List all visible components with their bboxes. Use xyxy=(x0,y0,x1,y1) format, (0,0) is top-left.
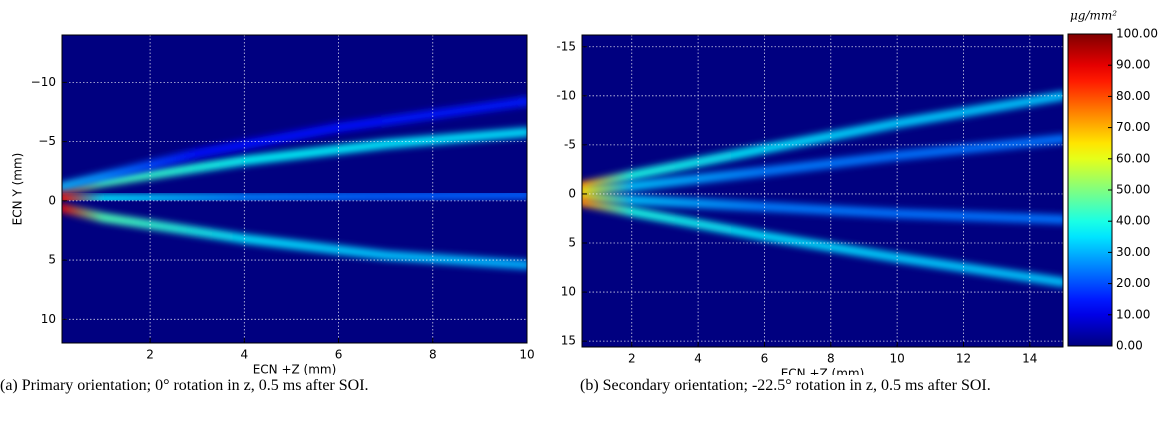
caption: (b) Secondary orientation; -22.5° rotati… xyxy=(580,377,991,394)
y-tick-label: -15 xyxy=(556,39,576,53)
x-tick-label: 8 xyxy=(429,348,437,362)
x-axis-label: ECN +Z (mm) xyxy=(781,367,865,376)
x-tick-label: 10 xyxy=(519,348,534,362)
plume xyxy=(582,197,1063,287)
colorbar-tick-label: 90.00 xyxy=(1116,58,1150,72)
x-tick-label: 4 xyxy=(241,348,249,362)
colorbar xyxy=(1067,33,1113,347)
y-tick-label: -5 xyxy=(564,137,576,151)
x-tick-label: 14 xyxy=(1022,352,1037,366)
y-tick-label: 0 xyxy=(568,186,576,200)
heatmap-background xyxy=(582,35,1063,347)
heatmap-background xyxy=(62,35,527,343)
y-tick-label: 5 xyxy=(48,253,56,267)
x-tick-label: 6 xyxy=(335,348,343,362)
figure: 2 4 6 8 10 −10 −5 0 5 10 ECN +Z (mm) ECN Y (mm) 2 4 6 8… xyxy=(11,9,1159,376)
y-tick-label: −10 xyxy=(31,75,56,89)
colorbar-tick-label: 80.00 xyxy=(1116,89,1150,103)
y-tick-label: 10 xyxy=(41,312,56,326)
y-tick-label: 10 xyxy=(561,285,576,299)
y-tick-label: 0 xyxy=(48,193,56,207)
x-tick-label: 6 xyxy=(761,352,769,366)
x-axis-label: ECN +Z (mm) xyxy=(253,363,337,376)
x-tick-label: 8 xyxy=(827,352,835,366)
colorbar-tick-label: 60.00 xyxy=(1116,151,1150,165)
colorbar-tick-label: 50.00 xyxy=(1116,183,1150,197)
plot-frame xyxy=(581,34,1064,348)
plume xyxy=(582,91,1063,191)
y-tick-label: 15 xyxy=(561,334,576,348)
y-tick-label: 5 xyxy=(568,236,576,250)
colorbar-tick-label: 20.00 xyxy=(1116,276,1150,290)
plume xyxy=(62,190,527,203)
colorbar-tick-label: 10.00 xyxy=(1116,307,1150,321)
plume xyxy=(582,134,1063,196)
colorbar-tick-label: 0.00 xyxy=(1116,339,1143,353)
x-tick-label: 2 xyxy=(146,348,154,362)
x-tick-label: 10 xyxy=(889,352,904,366)
colorbar-tick-label: 30.00 xyxy=(1116,245,1150,259)
y-tick-label: −5 xyxy=(38,134,56,148)
x-tick-label: 12 xyxy=(956,352,971,366)
y-tick-label: -10 xyxy=(556,88,576,102)
y-axis-label: ECN Y (mm) xyxy=(11,153,25,226)
plume xyxy=(62,96,527,192)
colorbar-tick-label: 40.00 xyxy=(1116,214,1150,228)
colorbar-tick-label: 100.00 xyxy=(1116,27,1158,41)
caption: (a) Primary orientation; 0° rotation in … xyxy=(0,377,369,394)
x-tick-label: 2 xyxy=(628,352,636,366)
x-tick-label: 4 xyxy=(694,352,702,366)
plot-frame xyxy=(61,34,528,344)
colorbar-tick-label: 70.00 xyxy=(1116,120,1150,134)
colorbar-label: μg/mm² xyxy=(1070,9,1117,23)
